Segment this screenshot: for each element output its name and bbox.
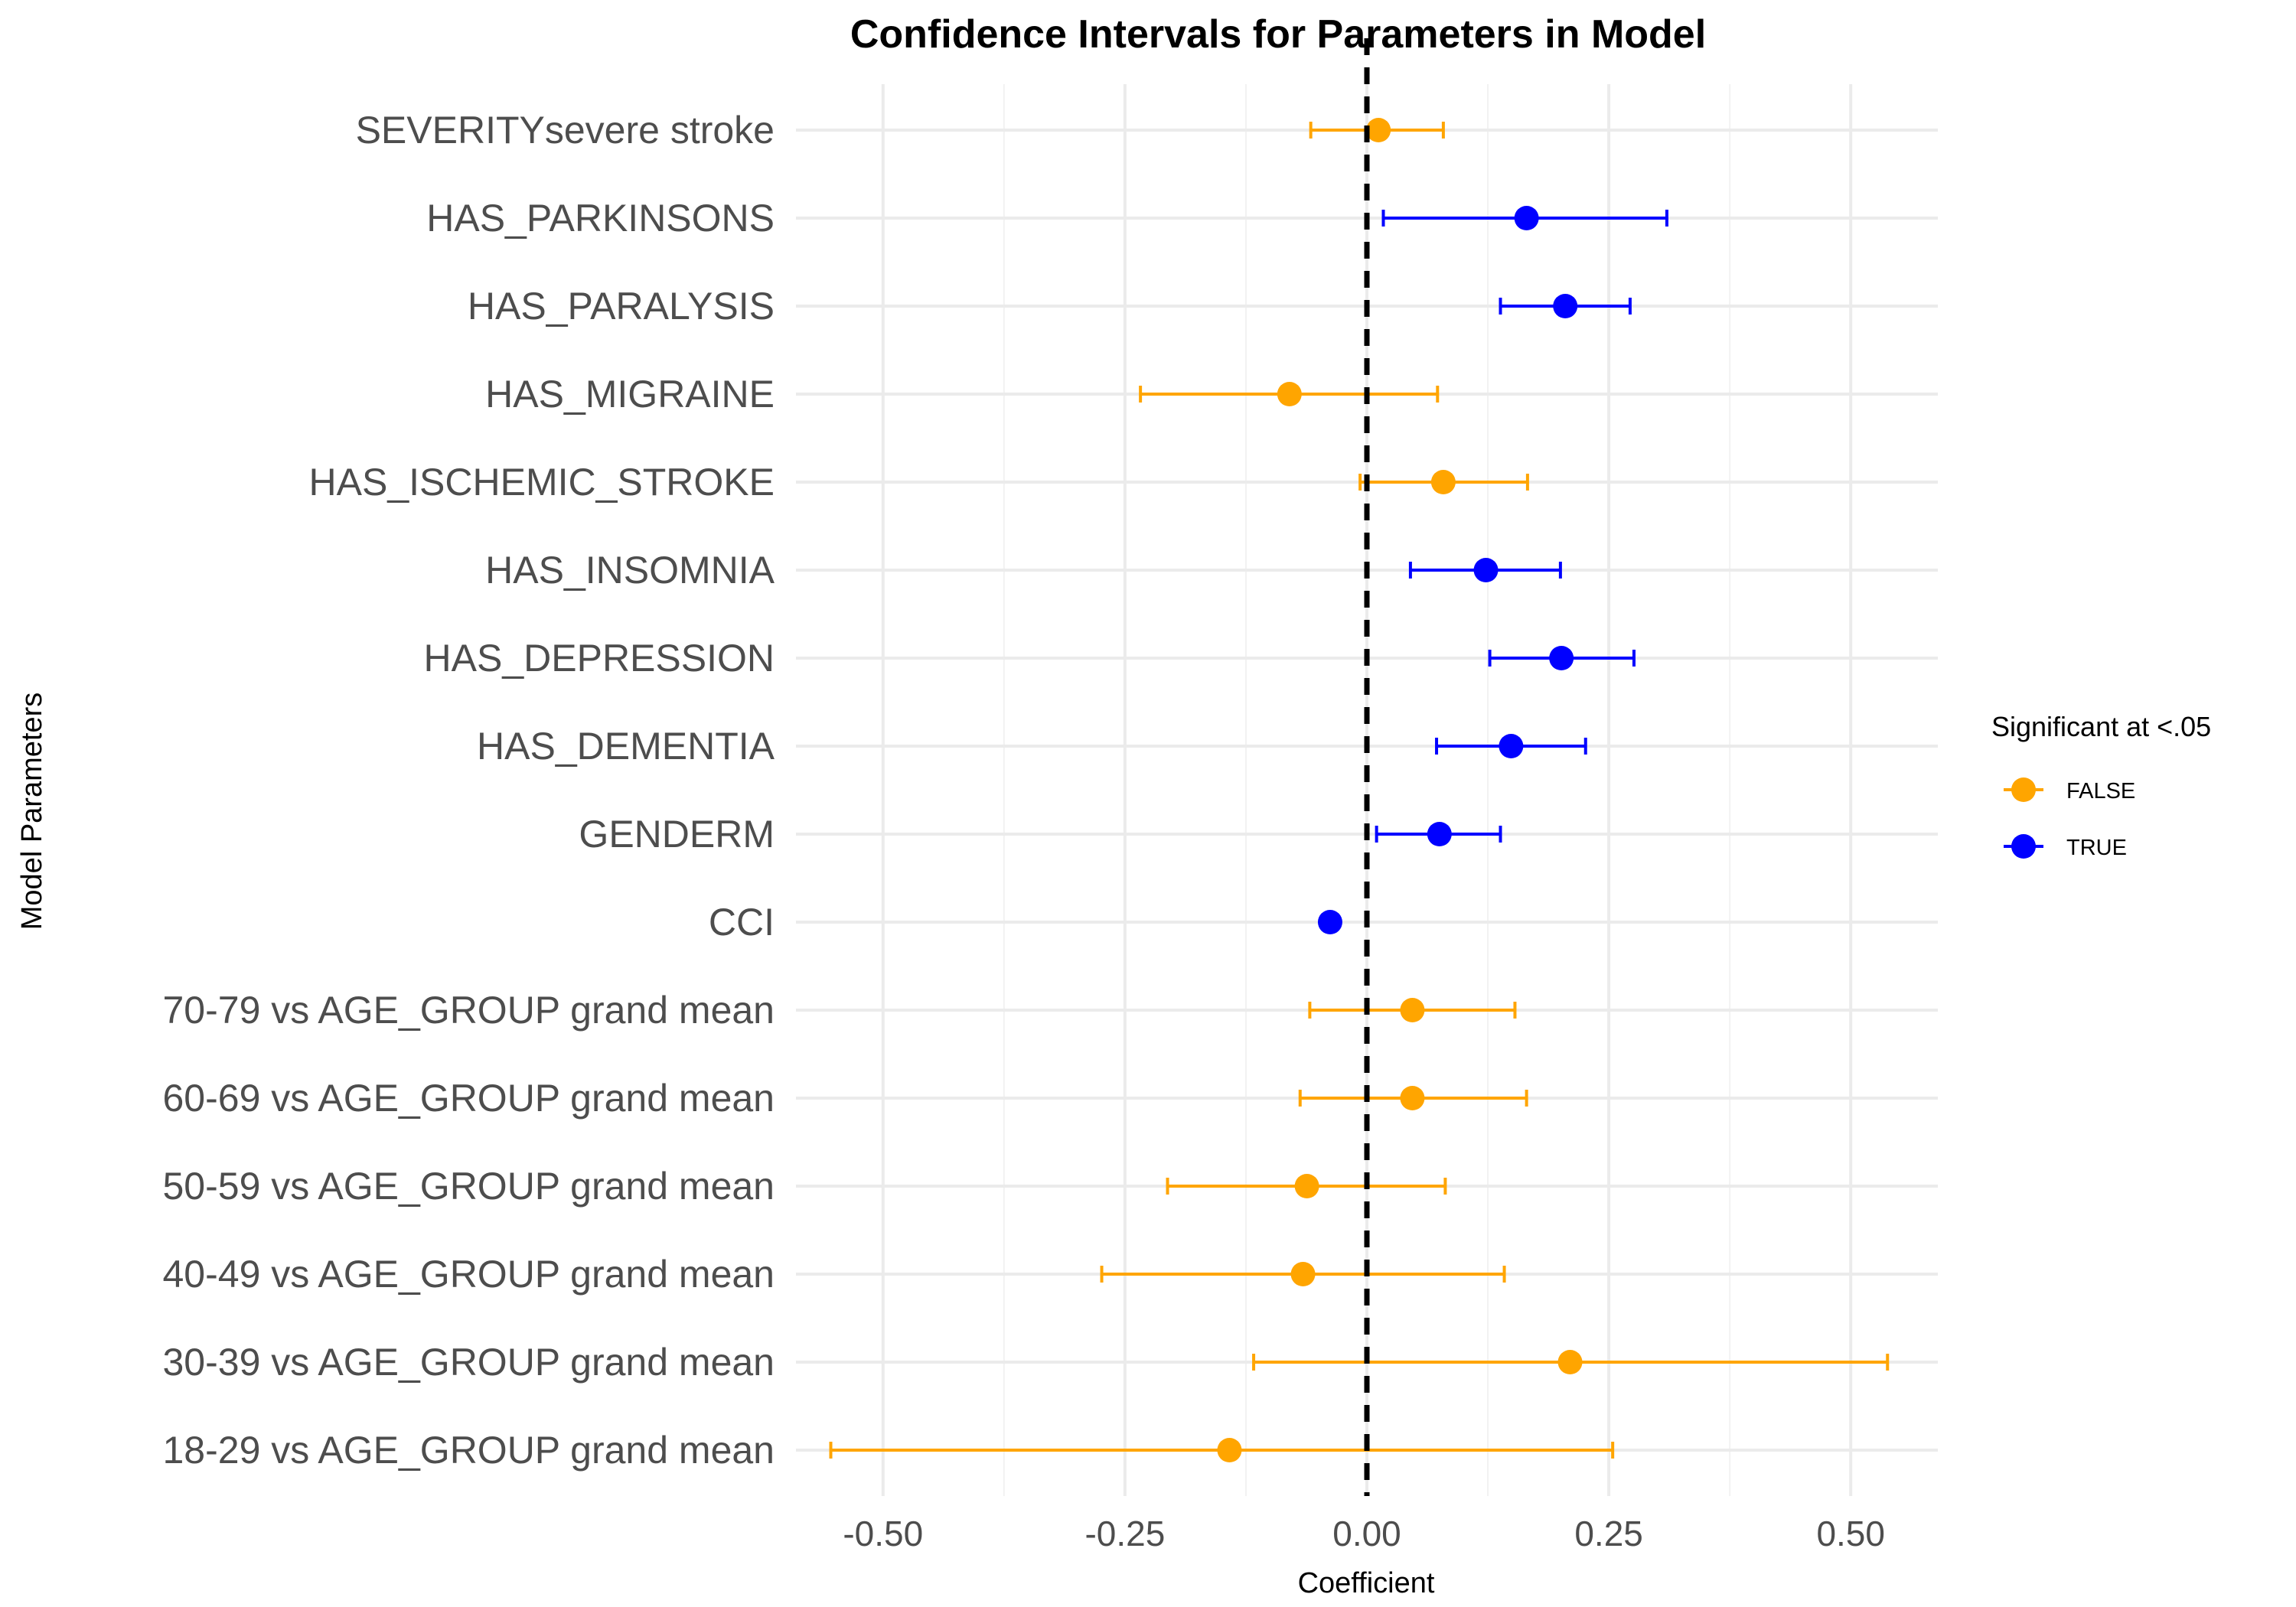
estimate-point [1400, 1086, 1425, 1110]
estimate-point [1294, 1174, 1319, 1198]
error-bar-row [1435, 734, 1587, 758]
y-tick-label: HAS_INSOMNIA [485, 549, 775, 592]
estimate-point [1557, 1350, 1583, 1374]
estimate-point [1473, 558, 1499, 582]
estimate-point [1499, 734, 1524, 758]
estimate-point [1217, 1438, 1242, 1462]
x-tick-label: -0.25 [1084, 1514, 1165, 1553]
error-bar-row [1317, 910, 1342, 934]
error-bar-row [1100, 1262, 1506, 1286]
x-tick-labels: -0.50 -0.25 0.00 0.25 0.50 [843, 1514, 1885, 1553]
x-tick-label: 0.50 [1816, 1514, 1885, 1553]
error-bar-row [1488, 646, 1636, 670]
y-tick-label: HAS_MIGRAINE [485, 373, 775, 416]
error-bar-row [1381, 206, 1668, 230]
y-tick-label: 50-59 vs AGE_GROUP grand mean [163, 1165, 775, 1208]
x-tick-label: -0.50 [843, 1514, 923, 1553]
estimate-point [1400, 998, 1425, 1022]
error-bar-row [1358, 470, 1529, 494]
error-bar-row [1252, 1350, 1890, 1374]
y-tick-label: CCI [709, 901, 775, 944]
y-tick-label: GENDERM [579, 813, 775, 856]
legend-key-point [2011, 777, 2036, 802]
legend-item: FALSE [2004, 777, 2135, 804]
legend-key-point [2011, 834, 2036, 859]
y-axis-title: Model Parameters [16, 693, 48, 930]
estimate-point [1427, 822, 1452, 846]
estimate-point [1553, 294, 1578, 318]
error-bar-row [1166, 1174, 1447, 1198]
y-tick-label: 30-39 vs AGE_GROUP grand mean [163, 1341, 775, 1384]
y-tick-label: 18-29 vs AGE_GROUP grand mean [163, 1429, 775, 1472]
error-bar-row [1408, 558, 1562, 582]
estimate-point [1290, 1262, 1316, 1286]
legend-label: TRUE [2066, 836, 2127, 860]
y-tick-label: HAS_PARALYSIS [468, 285, 775, 328]
error-bar-row [1309, 118, 1445, 142]
y-tick-labels: SEVERITYsevere stroke HAS_PARKINSONS HAS_P… [163, 109, 775, 1472]
y-tick-label: HAS_DEMENTIA [477, 725, 775, 768]
x-tick-label: 0.00 [1332, 1514, 1401, 1553]
estimate-point [1277, 382, 1302, 406]
error-bar-row [1308, 998, 1517, 1022]
y-tick-label: HAS_DEPRESSION [424, 637, 775, 680]
y-tick-label: 60-69 vs AGE_GROUP grand mean [163, 1077, 775, 1120]
estimate-point [1549, 646, 1574, 670]
y-tick-label: HAS_PARKINSONS [426, 197, 775, 240]
y-tick-label: SEVERITYsevere stroke [356, 109, 775, 152]
legend-item: TRUE [2004, 834, 2127, 860]
error-bar-row [1139, 382, 1440, 406]
estimate-point [1514, 206, 1539, 230]
estimate-point [1317, 910, 1342, 934]
x-tick-label: 0.25 [1574, 1514, 1643, 1553]
x-axis-title: Coefficient [1298, 1567, 1435, 1599]
error-bar-row [1375, 822, 1502, 846]
legend: Significant at <.05 FALSE TRUE [1991, 711, 2211, 860]
y-tick-label: 40-49 vs AGE_GROUP grand mean [163, 1253, 775, 1296]
legend-items: FALSE TRUE [2004, 777, 2135, 860]
estimate-point [1430, 470, 1456, 494]
error-bar-row [1298, 1086, 1528, 1110]
estimate-point [1366, 118, 1391, 142]
error-bar-series [829, 118, 1890, 1462]
legend-title: Significant at <.05 [1991, 711, 2211, 742]
y-tick-label: HAS_ISCHEMIC_STROKE [309, 461, 775, 504]
legend-label: FALSE [2066, 779, 2135, 804]
chart-title: Confidence Intervals for Parameters in M… [850, 12, 1706, 57]
y-tick-label: 70-79 vs AGE_GROUP grand mean [163, 989, 775, 1032]
error-bar-row [1499, 294, 1632, 318]
error-bar-row [829, 1438, 1615, 1462]
grid-lines [796, 84, 1938, 1496]
